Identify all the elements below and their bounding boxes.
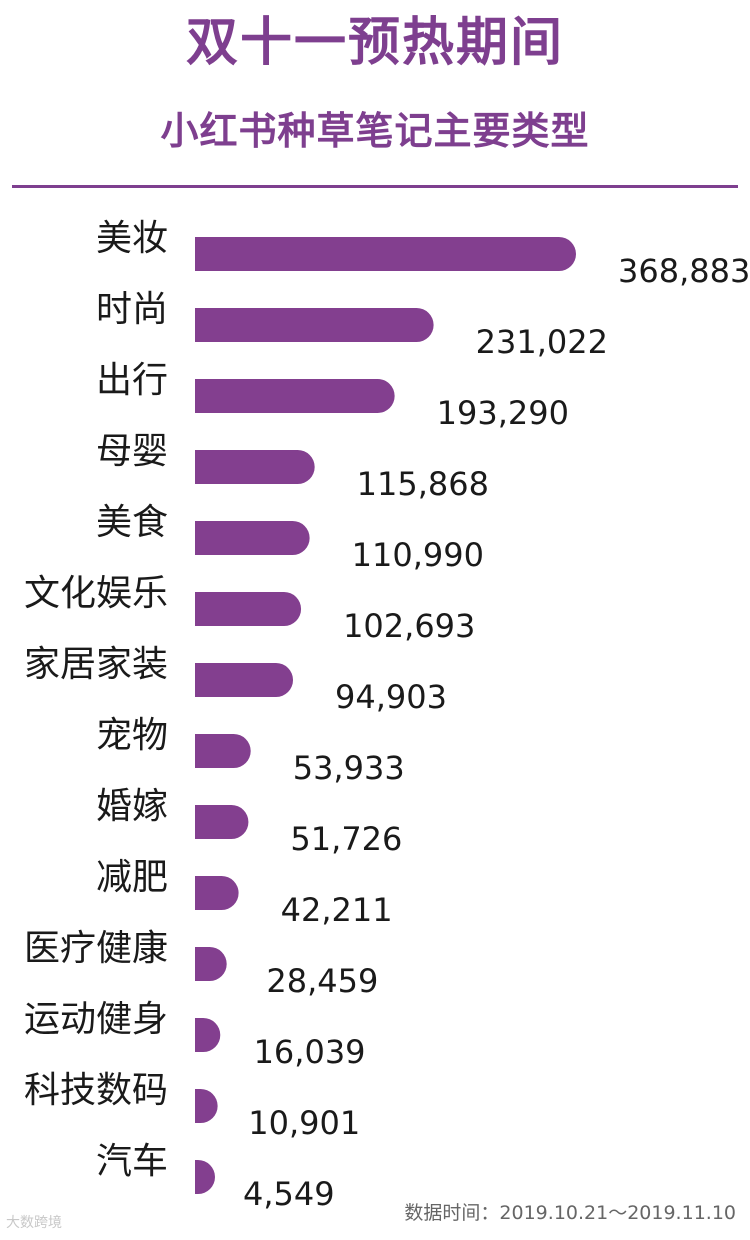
bar-3	[195, 379, 395, 413]
category-label: 科技数码	[24, 1070, 168, 1111]
category-label: 医疗健康	[24, 928, 168, 969]
category-label: 婚嫁	[96, 786, 168, 827]
category-label: 汽车	[96, 1141, 168, 1182]
value-label: 231,022	[476, 323, 608, 361]
category-label: 文化娱乐	[24, 573, 168, 614]
value-label: 16,039	[254, 1033, 366, 1071]
category-label: 出行	[96, 360, 168, 401]
bar-4	[195, 450, 315, 484]
bar-10	[195, 876, 239, 910]
data-period-note: 数据时间：2019.10.21～2019.11.10	[404, 1202, 736, 1224]
title-divider	[12, 185, 738, 188]
bar-7	[195, 663, 294, 697]
category-label: 家居家装	[24, 644, 168, 685]
bar-12	[195, 1018, 221, 1052]
bar-2	[195, 308, 434, 342]
value-label: 53,933	[293, 749, 405, 787]
value-label: 368,883	[618, 252, 750, 290]
value-label: 193,290	[437, 394, 569, 432]
bar-8	[195, 734, 251, 768]
chart-title: 双十一预热期间	[185, 13, 564, 73]
category-label: 美妆	[96, 218, 168, 259]
bar-11	[195, 947, 227, 981]
bar-5	[195, 521, 310, 555]
bar-1	[195, 237, 576, 271]
category-label: 减肥	[96, 857, 168, 898]
category-label: 运动健身	[24, 999, 168, 1040]
value-label: 42,211	[281, 891, 393, 929]
category-label: 母婴	[96, 431, 168, 472]
value-label: 115,868	[357, 465, 489, 503]
value-label: 28,459	[266, 962, 378, 1000]
watermark: 大数跨境	[6, 1215, 62, 1231]
value-label: 51,726	[290, 820, 402, 858]
value-label: 110,990	[352, 536, 484, 574]
bar-13	[195, 1089, 218, 1123]
bar-14	[195, 1160, 215, 1194]
value-label: 94,903	[335, 678, 447, 716]
value-label: 10,901	[248, 1104, 360, 1142]
value-label: 4,549	[243, 1175, 335, 1213]
bar-6	[195, 592, 302, 626]
category-label: 时尚	[96, 289, 168, 330]
category-label: 美食	[96, 502, 168, 543]
bar-9	[195, 805, 249, 839]
value-label: 102,693	[343, 607, 475, 645]
chart-subtitle: 小红书种草笔记主要类型	[160, 109, 590, 153]
category-label: 宠物	[96, 715, 168, 756]
